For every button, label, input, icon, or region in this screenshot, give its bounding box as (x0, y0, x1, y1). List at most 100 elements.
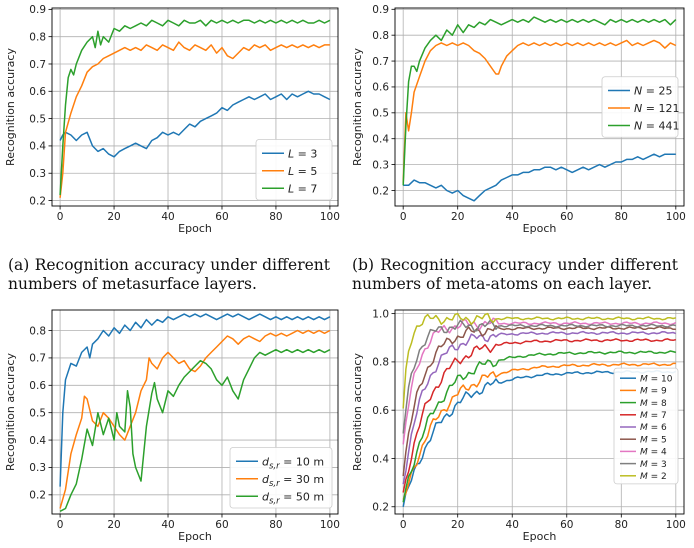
y-tick-label: 0.3 (372, 159, 389, 171)
caption-b: (b) Recognition accuracy under different… (352, 256, 678, 293)
x-tick-label: 20 (451, 211, 464, 223)
legend-entry-1: M = 10 (640, 374, 673, 384)
x-tick-label: 80 (269, 211, 282, 223)
legend-entry-1: N = 25 (634, 85, 672, 98)
x-tick-label: 60 (215, 211, 228, 223)
legend-entry-2: L = 5 (288, 165, 317, 178)
series-line-3 (59, 19, 331, 196)
legend: ds,r = 10 m ds,r = 30 mds,r = 50 m (229, 447, 333, 509)
y-axis-label: Recognition accuracy (4, 353, 17, 471)
y-tick-label: 0.4 (29, 435, 46, 447)
y-tick-label: 0.4 (372, 453, 389, 465)
y-tick-label: 1.0 (372, 308, 389, 320)
legend-entry-7: M = 4 (640, 448, 667, 458)
y-tick-label: 0.9 (372, 4, 389, 16)
y-tick-label: 0.4 (372, 134, 389, 146)
x-tick-label: 0 (57, 211, 64, 223)
grid (395, 8, 684, 206)
x-tick-label: 100 (666, 519, 686, 531)
y-tick-label: 0.6 (372, 405, 389, 417)
y-tick-label: 0.8 (29, 325, 46, 337)
x-tick-label: 20 (107, 519, 120, 531)
y-tick-label: 0.5 (29, 407, 46, 419)
x-tick-label: 40 (506, 519, 519, 531)
y-tick-label: 0.7 (29, 59, 46, 71)
x-tick-label: 60 (560, 211, 573, 223)
plot-frame (394, 7, 685, 207)
x-tick-label: 100 (320, 519, 340, 531)
series-line-2 (59, 41, 330, 198)
plot-frame (51, 7, 339, 207)
y-tick-label: 0.3 (29, 462, 46, 474)
y-axis-label: Recognition accuracy (4, 48, 17, 166)
x-tick-label: 60 (560, 519, 573, 531)
y-axis-label: Recognition accuracy (351, 353, 364, 471)
legend-box (255, 139, 333, 201)
y-tick-label: 0.8 (29, 31, 46, 43)
y-tick-label: 0.6 (372, 82, 389, 94)
series-line-4 (402, 338, 676, 493)
series-line-1 (59, 90, 331, 158)
series-lines (402, 16, 677, 202)
y-tick-label: 0.6 (29, 86, 46, 98)
plot-frame (394, 309, 685, 515)
grid (395, 310, 684, 514)
y-tick-label: 0.2 (29, 490, 46, 502)
y-tick-label: 0.8 (372, 357, 389, 369)
series-line-5 (402, 330, 677, 485)
plot-frame (51, 309, 339, 515)
legend-entry-3: N = 441 (634, 120, 679, 133)
y-tick-label: 0.2 (372, 502, 389, 514)
x-tick-label: 40 (506, 211, 519, 223)
y-tick-label: 0.3 (29, 168, 46, 180)
x-tick-label: 0 (57, 519, 64, 531)
legend-entry-5: M = 6 (640, 423, 667, 433)
x-tick-label: 100 (666, 211, 686, 223)
legend-entry-1: L = 3 (288, 147, 317, 160)
x-axis-label: Epoch (178, 530, 212, 543)
y-tick-label: 0.6 (29, 380, 46, 392)
chart-c: 0 20 40 60 80 100 0.2 0.3 0.4 0.5 0.6 0.7 0.8 Epoch Re… (4, 309, 340, 543)
legend-entry-6: M = 5 (640, 435, 667, 445)
legend: N = 25 N = 121 N = 441 (601, 76, 679, 138)
legend: L = 3 L = 5 L = 7 (255, 139, 333, 201)
legend-entry-2: M = 9 (640, 387, 667, 397)
x-axis-label: Epoch (523, 222, 557, 235)
x-tick-label: 40 (161, 519, 174, 531)
chart-d: 0 20 40 60 80 100 0.2 0.4 0.6 0.8 1.0 Epoch Recognit… (351, 308, 686, 543)
legend-box (613, 367, 679, 485)
x-tick-label: 0 (400, 211, 407, 223)
legend: M = 10 M = 9 M = 8 M = 7 M = 6 M = 5 M = 4 M = … (613, 367, 679, 485)
y-tick-label: 0.7 (29, 353, 46, 365)
y-tick-label: 0.5 (372, 108, 389, 120)
legend-entry-8: M = 3 (640, 460, 667, 470)
series-lines (402, 312, 677, 507)
legend-entry-2: ds,r = 30 m (262, 473, 324, 489)
y-tick-label: 0.8 (372, 30, 389, 42)
series-line-2 (402, 362, 676, 500)
series-line-2 (402, 39, 677, 183)
series-line-6 (402, 325, 676, 477)
series-lines (59, 313, 331, 512)
y-tick-label: 0.7 (372, 56, 389, 68)
chart-a: 0 20 40 60 80 100 0.2 0.3 0.4 0.5 0.6 0.7 0.8 0.9 Epoc… (4, 4, 340, 235)
legend-entry-3: M = 8 (640, 399, 667, 409)
y-tick-label: 0.4 (29, 141, 46, 153)
legend-entry-2: N = 121 (634, 102, 679, 115)
series-lines (59, 19, 331, 198)
x-axis-label: Epoch (178, 222, 212, 235)
x-tick-label: 20 (107, 211, 120, 223)
y-tick-label: 0.9 (29, 4, 46, 16)
legend-entry-3: L = 7 (288, 182, 317, 195)
x-tick-label: 20 (451, 519, 464, 531)
x-tick-label: 40 (161, 211, 174, 223)
series-line-3 (402, 16, 677, 186)
legend-entry-3: ds,r = 50 m (262, 490, 324, 506)
legend-box (229, 447, 333, 509)
series-line-1 (403, 153, 676, 202)
chart-b: 0 20 40 60 80 100 0.2 0.3 0.4 0.5 0.6 0.7 0.8 0.9 Epoc… (351, 4, 686, 235)
y-tick-label: 0.2 (372, 185, 389, 197)
x-tick-label: 100 (320, 211, 340, 223)
x-tick-label: 80 (615, 211, 628, 223)
x-tick-label: 80 (615, 519, 628, 531)
